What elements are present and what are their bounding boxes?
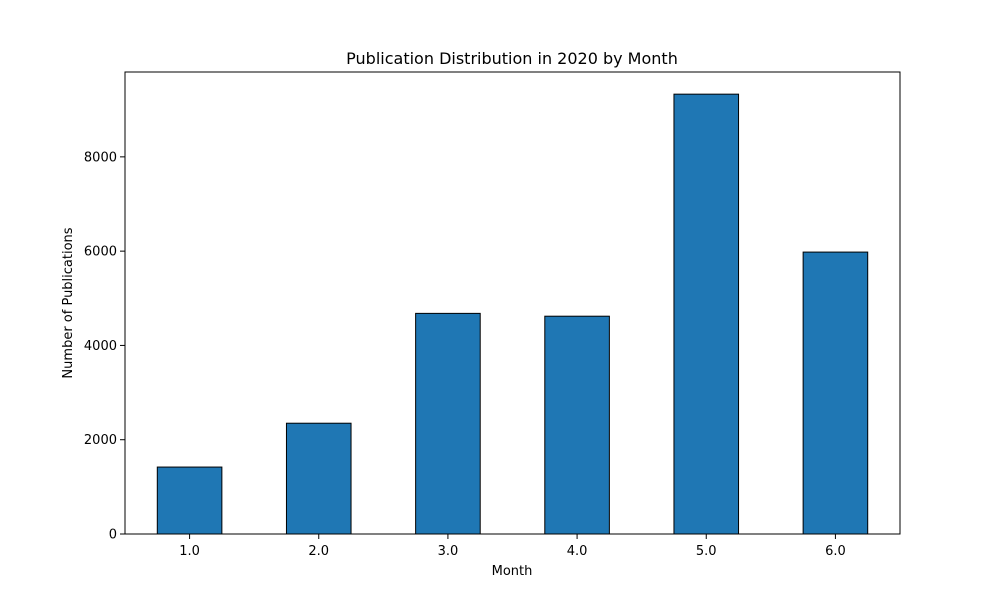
y-axis: 0 2000 4000 6000 8000	[84, 150, 125, 543]
bar-4.0	[544, 315, 610, 535]
y-tick-label: 8000	[84, 150, 117, 165]
y-tick-label: 2000	[84, 433, 117, 448]
x-tick-label: 5.0	[696, 544, 717, 559]
x-axis-title: Month	[492, 564, 533, 579]
bar-5.0	[673, 93, 740, 535]
y-tick-label: 0	[109, 528, 117, 543]
x-tick-label: 1.0	[179, 544, 200, 559]
x-axis: 1.0 2.0 3.0 4.0 5.0 6.0	[179, 534, 846, 559]
x-tick-label: 6.0	[825, 544, 846, 559]
bar-1.0	[156, 466, 223, 535]
x-tick-label: 3.0	[438, 544, 459, 559]
x-tick-label: 2.0	[308, 544, 329, 559]
bar-2.0	[285, 422, 352, 535]
bar-3.0	[415, 312, 481, 535]
y-tick-label: 6000	[84, 245, 117, 260]
x-tick-label: 4.0	[567, 544, 588, 559]
y-axis-title: Number of Publications	[61, 227, 76, 378]
plot-frame	[124, 71, 901, 535]
bars-group	[156, 93, 869, 535]
chart-title: Publication Distribution in 2020 by Mont…	[346, 49, 678, 68]
bar-6.0	[802, 251, 869, 535]
y-tick-label: 4000	[84, 339, 117, 354]
